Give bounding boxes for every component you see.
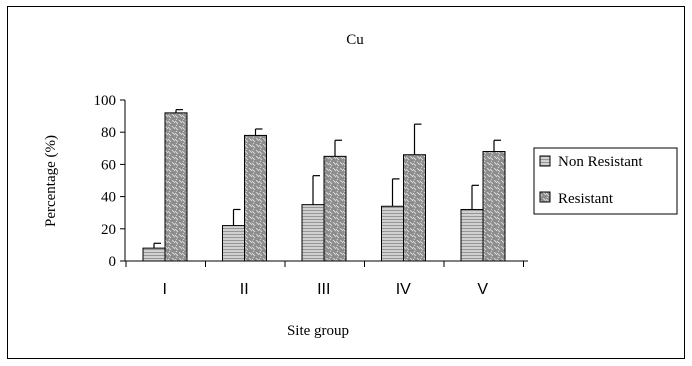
x-axis-label: Site group xyxy=(287,323,349,339)
bar-non-resistant xyxy=(142,247,166,262)
bar-resistant xyxy=(482,151,506,262)
error-bars-group xyxy=(153,109,501,249)
legend-label-resistant: Resistant xyxy=(558,191,614,207)
y-tick-label: 0 xyxy=(109,254,117,270)
y-tick-label: 20 xyxy=(101,222,116,238)
x-tick-label: III xyxy=(317,281,330,298)
x-tick-label: II xyxy=(240,281,249,298)
y-axis-label: Percentage (%) xyxy=(43,135,59,227)
legend: Non Resistant Resistant xyxy=(533,147,678,215)
bar-resistant xyxy=(244,134,267,262)
x-tick-label: V xyxy=(477,281,488,298)
bar-non-resistant xyxy=(460,208,484,262)
y-tick-label: 60 xyxy=(101,157,116,173)
bar-resistant xyxy=(323,155,347,262)
y-tick-label: 40 xyxy=(101,190,116,206)
legend-swatch-resistant xyxy=(539,191,551,203)
x-tick-label: I xyxy=(163,281,167,298)
bar-non-resistant xyxy=(301,204,325,262)
chart-title: Cu xyxy=(346,32,364,48)
x-tick-label: IV xyxy=(396,281,411,298)
y-tick-label: 80 xyxy=(101,125,116,141)
y-tick-label: 100 xyxy=(94,93,117,109)
bars-group xyxy=(142,112,506,262)
bar-non-resistant xyxy=(222,225,245,262)
bar-resistant xyxy=(403,154,426,262)
bar-resistant xyxy=(164,112,188,262)
legend-swatch-non-resistant xyxy=(539,155,551,167)
legend-label-non-resistant: Non Resistant xyxy=(558,154,643,170)
legend-box xyxy=(533,147,678,215)
bar-non-resistant xyxy=(381,205,404,262)
